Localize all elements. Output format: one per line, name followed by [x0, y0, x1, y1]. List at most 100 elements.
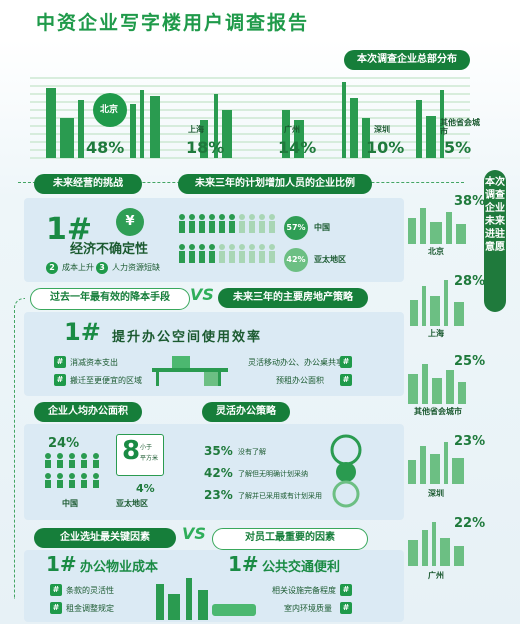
expansion-pct-beijing: 38%: [454, 194, 486, 209]
person-icon: [229, 244, 235, 250]
area-badge-sub-1: 小于: [140, 444, 153, 451]
person-icon: [199, 244, 205, 250]
site-right-top: 公共交通便利: [262, 560, 341, 575]
hq-pct-shanghai: 18%: [186, 138, 225, 157]
challenge-3-text: 人力资源短缺: [112, 263, 160, 272]
skyline-shanghai: [410, 280, 464, 326]
challenges-header: 未来经营的挑战: [34, 174, 142, 194]
hq-city-shenzhen: 深圳: [374, 125, 390, 134]
person-body: [269, 221, 275, 233]
skyline-other-capitals: [408, 364, 466, 404]
site-left-top: 办公物业成本: [80, 560, 159, 575]
expansion-title: 本次调查企业未来进驻意愿: [484, 170, 506, 312]
person-icon: [269, 244, 275, 250]
person-body: [259, 251, 265, 263]
hq-city-other: 其他省会城市: [440, 118, 480, 136]
hiring-asia-region: 亚太地区: [314, 255, 346, 264]
flex-text-1: 没有了解: [238, 448, 266, 456]
person-body: [239, 251, 245, 263]
person-icon: [189, 244, 195, 250]
area-badge-value: 8: [122, 436, 141, 466]
cost-cut-left-header: 过去一年最有效的降本手段: [30, 288, 190, 310]
flex-text-2: 了解但无明确计划采纳: [238, 470, 308, 478]
flex-value-3: 23%: [204, 488, 233, 502]
expansion-pct-other: 25%: [454, 354, 486, 369]
hash-icon: #: [54, 374, 66, 386]
challenge-3-number: 3: [96, 262, 108, 274]
person-icon: [189, 214, 195, 220]
per-capita-asia-region: 亚太地区: [116, 499, 148, 508]
hq-pct-other: 5%: [444, 138, 472, 157]
hiring-china-value: 57%: [284, 216, 308, 240]
currency-icon: ¥: [116, 208, 144, 236]
expansion-pct-shanghai: 28%: [454, 274, 486, 289]
expansion-city-shanghai: 上海: [428, 329, 444, 338]
hq-pct-shenzhen: 10%: [366, 138, 405, 157]
flex-dots-graphic: [330, 434, 362, 508]
person-body: [229, 221, 235, 233]
person-body: [269, 251, 275, 263]
site-right-item-1: 相关设施完备程度: [272, 586, 336, 595]
area-badge-sub-2: 平方米: [140, 455, 159, 462]
person-icon: [269, 214, 275, 220]
hq-city-shanghai: 上海: [188, 125, 204, 134]
hash-icon: #: [340, 356, 352, 368]
area-badge: [116, 434, 164, 476]
person-icon: [259, 214, 265, 220]
site-right-item-2: 室内环境质量: [284, 604, 332, 613]
site-left-rank: 1#: [46, 552, 77, 576]
expansion-pct-guangzhou: 22%: [454, 516, 486, 531]
cost-cut-top: 提升办公空间使用效率: [112, 330, 263, 345]
flex-value-1: 35%: [204, 444, 233, 458]
person-body: [179, 221, 185, 233]
hiring-china-region: 中国: [314, 223, 330, 232]
person-body: [199, 251, 205, 263]
city-transport-illustration: [156, 578, 256, 620]
office-desk-illustration: [152, 356, 228, 386]
expansion-city-shenzhen: 深圳: [428, 489, 444, 498]
hash-icon: #: [50, 602, 62, 614]
site-left-item-2: 租金调整规定: [66, 604, 114, 613]
hiring-asia-value: 42%: [284, 248, 308, 272]
person-body: [219, 221, 225, 233]
hiring-people-icons: [179, 214, 275, 263]
challenges-top: 经济不确定性: [70, 242, 149, 257]
person-icon: [249, 244, 255, 250]
hash-icon: #: [340, 374, 352, 386]
cost-cut-right-header: 未来三年的主要房地产策略: [218, 288, 368, 308]
person-icon: [239, 244, 245, 250]
person-body: [249, 221, 255, 233]
person-icon: [259, 244, 265, 250]
cost-cut-rank: 1#: [64, 318, 101, 346]
hq-skyline-illustration: [30, 77, 470, 159]
person-body: [229, 251, 235, 263]
hash-icon: #: [50, 584, 62, 596]
site-left-header: 企业选址最关键因素: [34, 528, 176, 548]
per-capita-asia-value: 4%: [136, 482, 155, 495]
person-body: [209, 221, 215, 233]
challenges-rank: 1#: [46, 212, 93, 247]
challenge-2-number: 2: [46, 262, 58, 274]
expansion-pct-shenzhen: 23%: [454, 434, 486, 449]
expansion-city-beijing: 北京: [428, 247, 444, 256]
distribution-header: 本次调查企业总部分布: [344, 50, 470, 70]
skyline-guangzhou: [408, 522, 464, 566]
flex-header: 灵活办公策略: [202, 402, 290, 422]
site-right-rank: 1#: [228, 552, 259, 576]
per-capita-china-region: 中国: [62, 499, 78, 508]
person-icon: [209, 214, 215, 220]
page-title: 中资企业写字楼用户调查报告: [36, 12, 310, 34]
hq-city-beijing: 北京: [100, 105, 119, 115]
person-icon: [199, 214, 205, 220]
person-icon: [249, 214, 255, 220]
cost-cut-right-item-2: 预租办公面积: [276, 376, 324, 385]
person-icon: [209, 244, 215, 250]
person-icon: [229, 214, 235, 220]
per-capita-header: 企业人均办公面积: [34, 402, 142, 422]
per-capita-china-value: 24%: [48, 436, 80, 451]
person-body: [189, 251, 195, 263]
person-body: [189, 221, 195, 233]
site-right-header: 对员工最重要的因素: [212, 528, 368, 550]
hash-icon: #: [340, 584, 352, 596]
